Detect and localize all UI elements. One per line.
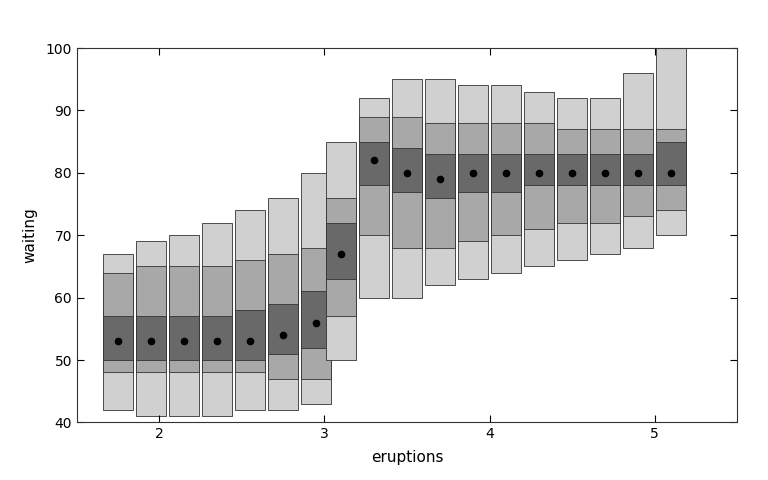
Bar [392, 79, 422, 298]
Bar [103, 316, 133, 360]
Bar [169, 235, 199, 416]
Bar [301, 291, 331, 348]
Bar [558, 129, 587, 223]
Bar [301, 248, 331, 379]
Bar [359, 117, 389, 235]
Bar [359, 98, 389, 298]
Bar [657, 48, 686, 235]
Bar [657, 142, 686, 185]
Bar [169, 266, 199, 372]
Bar [525, 92, 554, 266]
Bar [591, 129, 620, 223]
Bar [624, 73, 653, 248]
Bar [392, 117, 422, 248]
Bar [202, 266, 232, 372]
Bar [425, 123, 455, 248]
Bar [103, 273, 133, 372]
Bar [458, 123, 488, 241]
Bar [326, 198, 356, 316]
Bar [657, 129, 686, 210]
Bar [359, 142, 389, 185]
Bar [492, 85, 521, 273]
Bar [235, 310, 265, 360]
Bar [169, 316, 199, 360]
X-axis label: eruptions: eruptions [371, 450, 443, 465]
Bar [558, 154, 587, 185]
Bar [326, 223, 356, 279]
Bar [624, 154, 653, 185]
Bar [492, 154, 521, 192]
Bar [268, 198, 298, 410]
Bar [268, 254, 298, 379]
Bar [558, 98, 587, 260]
Bar [591, 98, 620, 254]
Bar [458, 154, 488, 192]
Bar [301, 173, 331, 404]
Bar [525, 123, 554, 229]
Bar [103, 254, 133, 410]
Bar [235, 260, 265, 372]
Bar [591, 154, 620, 185]
Y-axis label: waiting: waiting [22, 207, 37, 263]
Bar [268, 304, 298, 354]
Bar [624, 129, 653, 216]
Bar [202, 316, 232, 360]
Bar [425, 79, 455, 285]
Bar [136, 316, 166, 360]
Bar [392, 148, 422, 192]
Bar [136, 241, 166, 416]
Bar [525, 154, 554, 185]
Bar [492, 123, 521, 235]
Bar [235, 210, 265, 410]
Bar [458, 85, 488, 279]
Bar [136, 266, 166, 372]
Bar [326, 142, 356, 360]
Bar [425, 154, 455, 198]
Bar [202, 223, 232, 416]
